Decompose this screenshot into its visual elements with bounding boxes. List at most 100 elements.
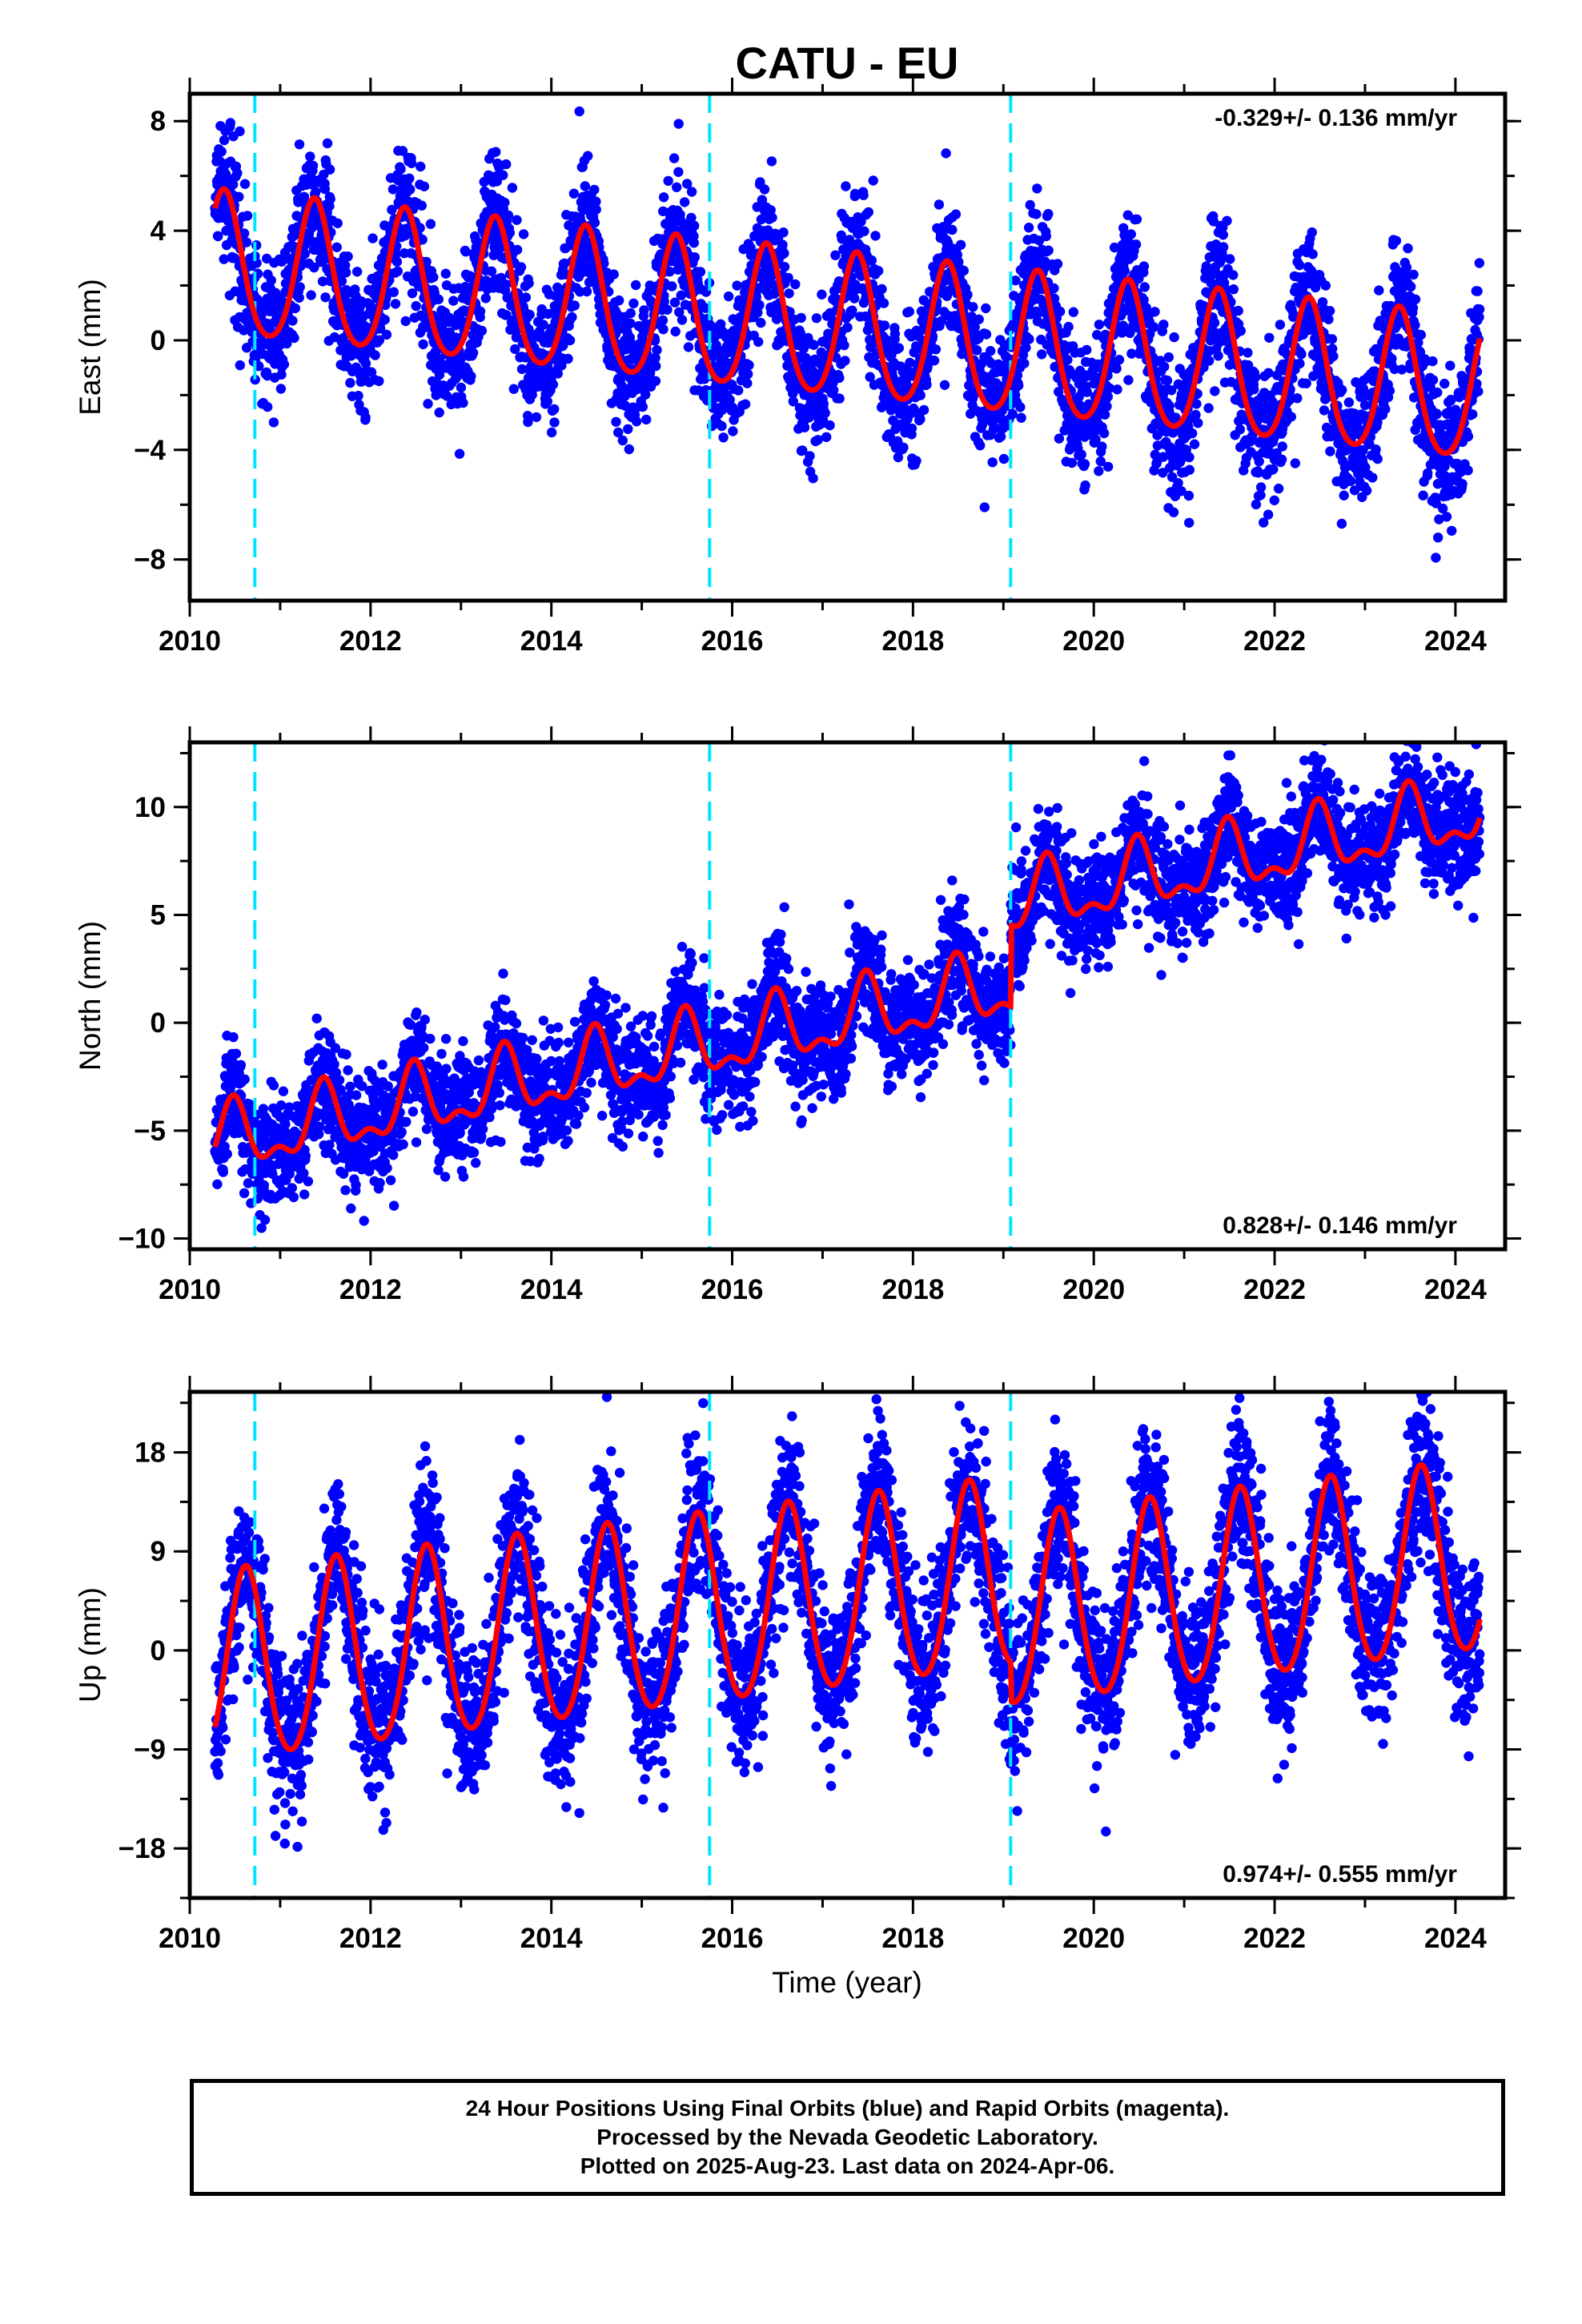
data-point	[1082, 344, 1092, 356]
data-point	[877, 283, 887, 295]
data-point	[840, 356, 850, 366]
data-point	[251, 258, 262, 268]
data-point	[1319, 405, 1330, 416]
data-point	[1327, 334, 1338, 344]
data-point	[1228, 270, 1239, 280]
data-point	[841, 181, 851, 191]
data-point	[1052, 259, 1063, 269]
data-point	[974, 314, 984, 324]
data-point	[480, 293, 491, 304]
data-point	[589, 184, 600, 195]
data-point	[1041, 231, 1052, 242]
data-point	[1016, 412, 1026, 423]
data-point	[839, 340, 849, 351]
data-point	[218, 1167, 228, 1177]
data-point	[904, 306, 915, 317]
data-point	[1233, 305, 1243, 316]
data-point	[651, 360, 661, 372]
data-point	[294, 292, 304, 303]
data-point	[1473, 386, 1484, 396]
data-point	[1273, 483, 1284, 494]
data-point	[558, 340, 568, 351]
data-point	[1432, 387, 1443, 398]
data-point	[743, 368, 753, 380]
data-point	[1290, 458, 1301, 468]
data-point	[744, 360, 754, 371]
data-point	[1251, 499, 1262, 510]
data-point	[263, 401, 273, 412]
data-point	[542, 396, 552, 407]
data-point	[523, 416, 533, 428]
data-point	[631, 279, 641, 291]
data-point	[1102, 392, 1114, 402]
data-point	[282, 338, 292, 349]
data-point	[503, 210, 514, 221]
data-point	[1184, 517, 1195, 528]
data-point	[583, 151, 593, 161]
data-point	[830, 250, 841, 260]
data-point	[1472, 286, 1483, 296]
data-point	[1268, 464, 1279, 475]
data-point	[268, 1080, 279, 1091]
data-point	[1367, 472, 1378, 483]
data-point	[419, 181, 430, 191]
data-point	[458, 397, 468, 408]
data-point	[375, 324, 386, 334]
data-point	[400, 316, 411, 327]
data-point	[718, 432, 729, 443]
data-point	[294, 139, 305, 150]
x-tick-label: 2022	[1243, 625, 1306, 657]
x-tick-label: 2018	[881, 625, 944, 657]
data-point	[1203, 403, 1214, 413]
data-point	[1345, 476, 1356, 486]
data-point	[320, 292, 331, 303]
data-point	[740, 399, 751, 409]
data-point	[524, 309, 535, 320]
data-point	[1374, 285, 1384, 296]
data-point	[243, 1178, 254, 1188]
data-point	[1218, 242, 1229, 252]
plot-panels: 2010 2012 2014 2016 2018 2020 2022 2024−8−4048E…	[74, 78, 1521, 1954]
data-point	[434, 369, 445, 380]
data-point	[975, 440, 986, 451]
data-point	[911, 456, 921, 466]
data-point	[250, 374, 260, 385]
data-point	[1063, 321, 1074, 332]
data-point	[417, 235, 428, 245]
data-point	[501, 310, 512, 320]
data-point	[637, 401, 648, 412]
data-point	[1228, 284, 1239, 295]
data-point	[1126, 229, 1137, 239]
data-point	[756, 317, 766, 328]
data-point	[1286, 412, 1297, 422]
data-point	[520, 292, 532, 303]
data-point	[1007, 408, 1018, 420]
data-point	[1054, 433, 1065, 444]
data-point	[779, 248, 789, 259]
data-point	[620, 400, 631, 411]
data-point	[563, 353, 573, 364]
data-point	[397, 146, 408, 156]
data-point	[511, 332, 522, 343]
data-point	[1410, 294, 1421, 304]
data-point	[1014, 380, 1024, 391]
data-point	[322, 138, 333, 149]
data-point	[568, 188, 580, 199]
data-point	[1054, 306, 1066, 317]
data-point	[575, 287, 585, 297]
data-point	[325, 194, 335, 204]
data-point	[346, 351, 356, 361]
panel-north: 2010 2012 2014 2016 2018 2020 2022 2024−10−5051…	[74, 726, 1521, 1305]
data-point	[549, 417, 560, 428]
data-point	[1079, 459, 1090, 469]
data-point	[767, 212, 777, 223]
data-point	[820, 408, 830, 418]
data-point	[374, 376, 384, 387]
data-point	[825, 420, 835, 431]
data-point	[879, 320, 890, 331]
data-point	[1276, 454, 1287, 464]
data-point	[1307, 249, 1318, 259]
y-tick-label: 0	[151, 325, 166, 356]
data-point	[1292, 393, 1303, 404]
